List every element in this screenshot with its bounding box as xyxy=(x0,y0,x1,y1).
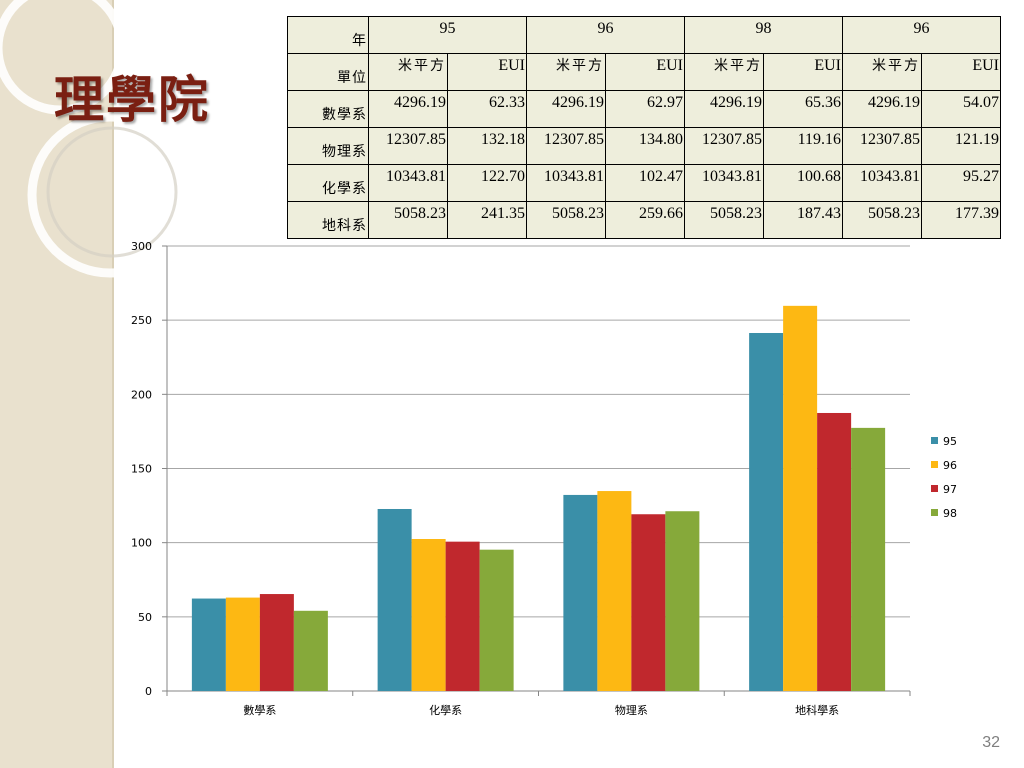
y-tick-label: 50 xyxy=(138,611,152,624)
side-decoration-band xyxy=(0,0,112,768)
table-row: 數學系 4296.19 62.33 4296.19 62.97 4296.19 … xyxy=(287,90,1001,128)
side-decoration-line xyxy=(112,0,114,768)
bar-chart: 0 50 100 150 200 250 300 數學系 化學系 物理系 地科學系 95 96 97 98 xyxy=(131,240,957,717)
bar xyxy=(377,508,412,691)
bar xyxy=(479,549,514,691)
table-unit-header: 米平方 xyxy=(368,53,448,91)
table-year-header: 96 xyxy=(842,16,1001,54)
legend-label: 97 xyxy=(943,483,957,496)
table-cell: 122.70 xyxy=(447,164,527,202)
slide-title: 理學院 xyxy=(54,70,210,129)
bar xyxy=(225,597,260,691)
x-tick-label: 物理系 xyxy=(615,703,648,717)
table-cell: 241.35 xyxy=(447,201,527,239)
table-year-header: 95 xyxy=(368,16,527,54)
table-cell: 5058.23 xyxy=(842,201,922,239)
decorative-circles xyxy=(0,0,193,278)
y-tick-label: 100 xyxy=(131,537,152,550)
table-cell: 10343.81 xyxy=(842,164,922,202)
legend-label: 96 xyxy=(943,459,957,472)
y-tick-label: 300 xyxy=(131,240,152,253)
table-row-header: 數學系 xyxy=(287,90,369,128)
bar xyxy=(783,305,818,691)
legend-label: 98 xyxy=(943,507,957,520)
table-cell: 177.39 xyxy=(921,201,1001,239)
table-cell: 62.33 xyxy=(447,90,527,128)
table-cell: 259.66 xyxy=(605,201,685,239)
bar xyxy=(851,427,886,691)
bar xyxy=(665,511,700,691)
table-cell: 54.07 xyxy=(921,90,1001,128)
table-cell: 10343.81 xyxy=(684,164,764,202)
table-unit-header: 米平方 xyxy=(526,53,606,91)
bar xyxy=(411,539,446,691)
table-cell: 12307.85 xyxy=(526,127,606,165)
table-cell: 187.43 xyxy=(763,201,843,239)
x-tick-label: 數學系 xyxy=(243,704,276,717)
table-cell: 10343.81 xyxy=(526,164,606,202)
table-unit-header: 米平方 xyxy=(684,53,764,91)
table-row-header: 地科系 xyxy=(287,201,369,239)
x-tick-label: 地科學系 xyxy=(795,703,839,717)
table-year-row: 年 95 96 98 96 xyxy=(287,16,1001,54)
table-unit-label: 單位 xyxy=(287,53,369,91)
bar xyxy=(563,494,598,691)
bar xyxy=(191,598,226,691)
legend-swatch xyxy=(931,509,938,516)
bar xyxy=(749,332,784,691)
bar xyxy=(259,594,294,691)
table-cell: 5058.23 xyxy=(526,201,606,239)
y-tick-label: 250 xyxy=(131,314,152,327)
bar xyxy=(631,514,666,691)
table-cell: 4296.19 xyxy=(842,90,922,128)
table-year-header: 96 xyxy=(526,16,685,54)
table-cell: 5058.23 xyxy=(368,201,448,239)
table-row-header: 物理系 xyxy=(287,127,369,165)
table-row-header: 化學系 xyxy=(287,164,369,202)
table-unit-header: EUI xyxy=(447,53,527,91)
bar xyxy=(445,541,480,691)
page-number: 32 xyxy=(982,734,1000,751)
table-cell: 134.80 xyxy=(605,127,685,165)
table-cell: 102.47 xyxy=(605,164,685,202)
table-cell: 62.97 xyxy=(605,90,685,128)
table-unit-header: EUI xyxy=(605,53,685,91)
table-cell: 10343.81 xyxy=(368,164,448,202)
table-unit-row: 單位 米平方 EUI 米平方 EUI 米平方 EUI 米平方 EUI xyxy=(287,53,1001,91)
table-cell: 4296.19 xyxy=(684,90,764,128)
bar xyxy=(597,491,632,691)
table-cell: 12307.85 xyxy=(684,127,764,165)
table-cell: 12307.85 xyxy=(368,127,448,165)
table-row: 地科系 5058.23 241.35 5058.23 259.66 5058.2… xyxy=(287,201,1001,239)
table-year-header: 98 xyxy=(684,16,843,54)
data-table: 年 95 96 98 96 單位 米平方 EUI 米平方 EUI 米平方 EUI… xyxy=(287,16,1001,239)
table-unit-header: EUI xyxy=(921,53,1001,91)
table-cell: 12307.85 xyxy=(842,127,922,165)
table-cell: 119.16 xyxy=(763,127,843,165)
table-cell: 4296.19 xyxy=(368,90,448,128)
table-row: 化學系 10343.81 122.70 10343.81 102.47 1034… xyxy=(287,164,1001,202)
legend-swatch xyxy=(931,437,938,444)
bar xyxy=(817,412,852,691)
legend-label: 95 xyxy=(943,435,957,448)
table-cell: 121.19 xyxy=(921,127,1001,165)
table-unit-header: EUI xyxy=(763,53,843,91)
table-cell: 5058.23 xyxy=(684,201,764,239)
y-tick-label: 0 xyxy=(145,685,152,698)
table-unit-header: 米平方 xyxy=(842,53,922,91)
table-row: 物理系 12307.85 132.18 12307.85 134.80 1230… xyxy=(287,127,1001,165)
table-year-label: 年 xyxy=(287,16,369,54)
legend-swatch xyxy=(931,485,938,492)
y-tick-label: 150 xyxy=(131,463,152,476)
bar xyxy=(293,610,328,691)
table-cell: 132.18 xyxy=(447,127,527,165)
table-cell: 95.27 xyxy=(921,164,1001,202)
legend-swatch xyxy=(931,461,938,468)
y-tick-label: 200 xyxy=(131,388,152,401)
x-tick-label: 化學系 xyxy=(429,703,462,717)
table-cell: 4296.19 xyxy=(526,90,606,128)
table-cell: 100.68 xyxy=(763,164,843,202)
table-cell: 65.36 xyxy=(763,90,843,128)
